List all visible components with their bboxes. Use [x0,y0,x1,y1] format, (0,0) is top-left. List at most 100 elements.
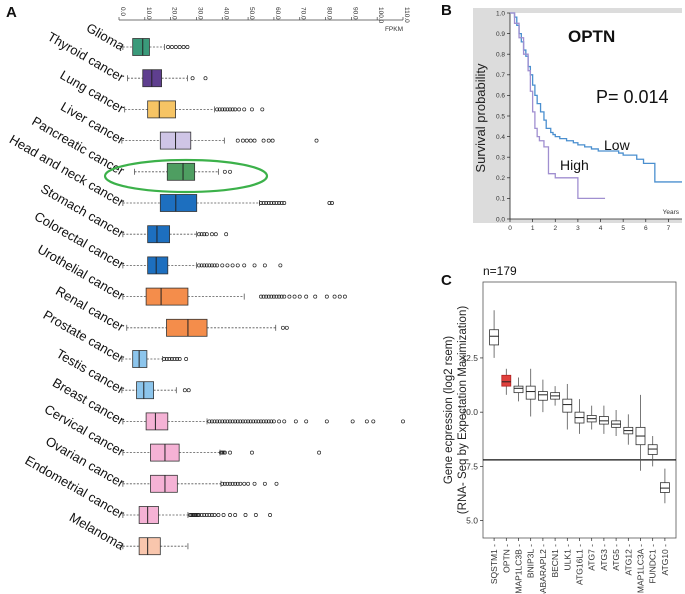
outlier-point [225,263,230,268]
outlier-point [233,419,238,424]
outlier-point [213,232,218,237]
outlier-point [240,419,245,424]
box-head-and-neck-cancer [122,194,334,212]
panel-b-y-tick-label: 1.0 [496,10,505,17]
outlier-point [166,45,171,49]
outlier-point [189,513,194,517]
outlier-point [169,357,174,361]
panel-c-y-tick-label: 5.0 [466,516,478,526]
outlier-point [237,107,242,112]
outlier-point [235,138,240,143]
box-iqr [501,374,512,387]
outlier-point [244,138,249,143]
outlier-point [228,481,232,486]
panel-b-x-tick-label: 3 [576,225,580,232]
outlier-point [212,419,217,424]
outlier-point [215,263,220,268]
category-label-optn: OPTN - [501,544,511,573]
outlier-point [209,513,214,517]
category-label-ulk1: ULK1 - [562,544,572,571]
outlier-point [204,263,209,268]
box-atg16l1: ATG16L1 - [575,399,585,585]
outlier-point [274,201,279,205]
box-cervical-cancer [122,443,322,462]
panel-a-tick-label: 70.0 [300,7,307,20]
outlier-point [269,201,274,205]
outlier-point [274,294,279,299]
box-iqr [145,287,189,306]
outlier-point [222,169,227,174]
outlier-point [220,107,225,112]
box-sqstm1: SQSTM1 - [489,310,499,584]
panel-a-boxplot: A FPKM 0.0 10.0 20.0 30.0 40.0 50.0 60.0 70.0 80… [6,4,410,556]
outlier-point [253,513,258,517]
outlier-point [266,201,271,205]
outlier-point [277,419,282,424]
outlier-point [173,45,178,49]
outlier-point [190,76,195,81]
box-atg7: ATG7 - [587,405,597,571]
outlier-point [324,294,329,299]
box-breast-cancer [122,412,405,431]
outlier-point [282,419,287,424]
outlier-point [252,481,257,486]
outlier-point [279,294,284,299]
outlier-point [250,107,254,112]
outlier-point [259,419,263,424]
outlier-point [199,513,204,517]
outlier-point [202,232,207,237]
box-map1lc3b: MAP1LC3B - [514,377,524,594]
outlier-point [248,138,253,143]
box-iqr [660,482,670,493]
category-label-atg7: ATG7 - [587,544,597,571]
outlier-point [197,513,201,517]
panel-a-tick-label: 110.0 [403,7,410,23]
box-lung-cancer [124,100,265,119]
outlier-point [242,263,247,268]
outlier-point [270,138,275,143]
outlier-point [330,201,334,205]
outlier-point [193,513,198,517]
outlier-point [222,107,227,112]
panel-b-x-tick-label: 6 [644,225,648,232]
panel-a-tick-label: 100.0 [377,7,384,24]
outlier-point [177,357,182,361]
category-label-map1lc3a: MAP1LC3A - [636,544,646,593]
box-iqr [147,225,171,244]
box-iqr [147,256,169,275]
outlier-point [364,419,369,424]
outlier-point [242,481,247,486]
outlier-point [217,419,222,424]
box-atg5: ATG5 - [611,410,621,571]
category-label-bnip3l: BNIP3L - [526,544,536,578]
panel-b-axes: 0 1 2 3 4 5 6 7 0.0 0.1 0.2 0.3 0.4 0.5 0.6 0.7 0.8 0.9 1.… [496,10,682,232]
outlier-point [371,419,376,424]
outlier-point [327,201,332,205]
box-ulk1: ULK1 - [562,383,572,571]
outlier-point [271,419,276,424]
panel-b-y-tick-label: 0.5 [496,113,505,120]
box-iqr [166,162,196,181]
panel-b-x-tick-label: 4 [599,225,603,232]
outlier-point [181,45,186,49]
legend-low-label: Low [604,137,631,153]
outlier-point [324,419,329,424]
outlier-point [277,294,282,299]
outlier-point [401,419,405,424]
box-iqr [150,474,178,493]
box-iqr [538,391,548,401]
panel-a-tick-label: 0.0 [119,7,126,16]
outlier-point [191,513,196,517]
outlier-point [297,294,302,299]
outlier-point [350,419,355,424]
outlier-point [271,201,276,205]
box-map1lc3a: MAP1LC3A - [636,394,646,593]
outlier-point [242,107,247,112]
box-iqr [489,329,500,346]
outlier-point [233,481,238,486]
outlier-point [337,294,342,299]
outlier-point [177,45,182,49]
outlier-point [238,419,243,424]
panel-b-x-axis-label: Years [663,209,680,216]
survival-curve-high [510,12,606,200]
